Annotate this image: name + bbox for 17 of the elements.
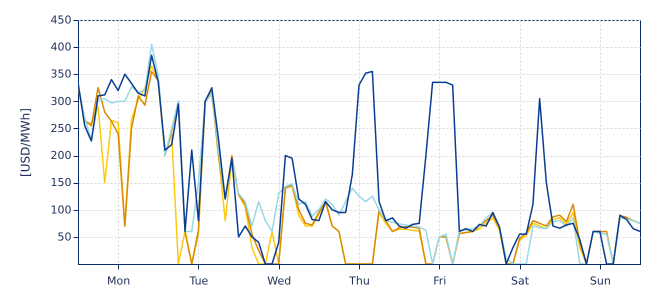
y-tick-label: 100 — [50, 203, 72, 216]
y-tick-label: 50 — [58, 230, 72, 244]
y-tick-label: 350 — [50, 68, 72, 81]
x-tick-label: Thu — [348, 274, 370, 288]
y-tick-label: 300 — [50, 94, 72, 108]
x-tick-label: Wed — [267, 274, 292, 288]
y-tick-label: 200 — [50, 149, 72, 162]
x-tick-label: Fri — [433, 274, 446, 288]
y-tick-label: 150 — [50, 176, 72, 190]
y-tick-label: 250 — [50, 122, 72, 135]
x-tick-label: Tue — [188, 274, 209, 288]
x-tick-label: Sat — [511, 274, 530, 288]
x-tick-label: Mon — [107, 274, 130, 288]
x-tick-label: Sun — [590, 274, 611, 288]
y-tick-label: 400 — [50, 40, 72, 54]
y-tick-label: 450 — [50, 14, 72, 26]
y-axis-title: [USD/MWh] — [18, 108, 33, 177]
